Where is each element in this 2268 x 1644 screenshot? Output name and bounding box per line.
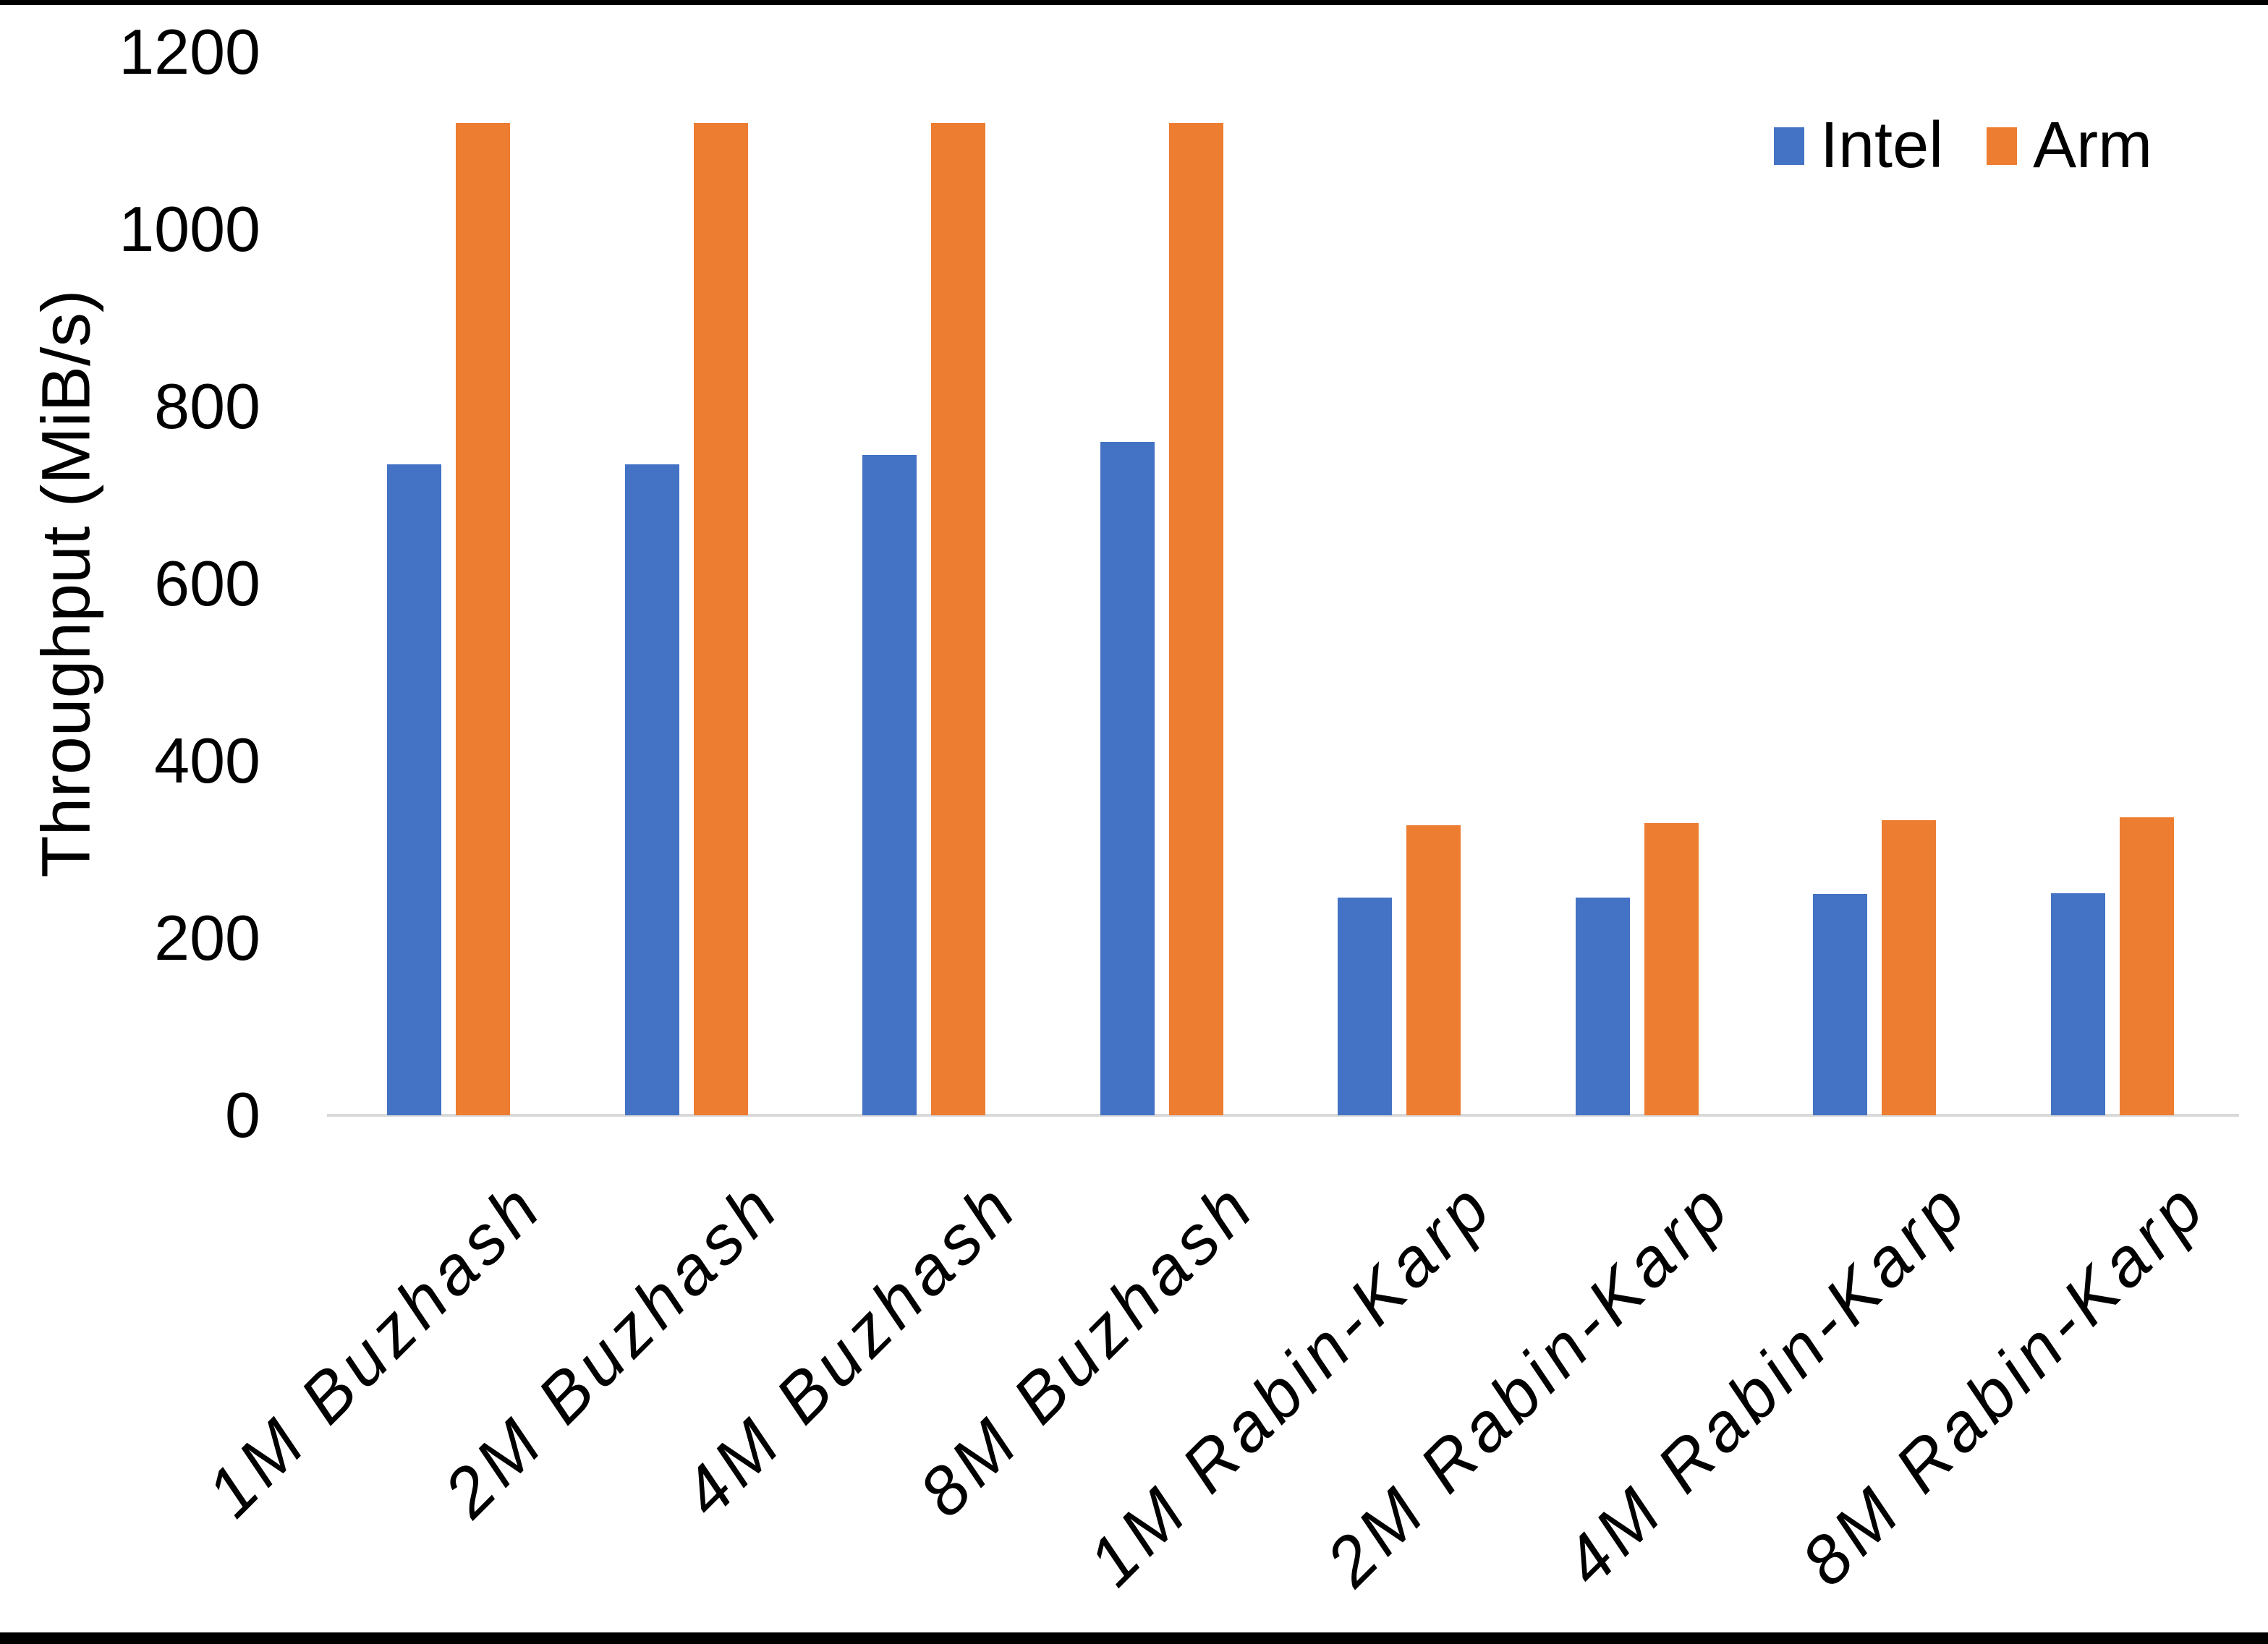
bar-arm-8m-rabin-karp xyxy=(2119,817,2174,1115)
bar-intel-8m-rabin-karp xyxy=(2050,893,2105,1115)
bar-arm-2m-rabin-karp xyxy=(1644,822,1699,1115)
legend-item-arm: Arm xyxy=(1987,108,2152,183)
bar-arm-4m-buzhash xyxy=(931,123,985,1115)
bar-intel-1m-rabin-karp xyxy=(1338,897,1392,1115)
x-tick-label: 4M Rabin-Karp xyxy=(1549,1166,1984,1601)
y-tick-label: 600 xyxy=(154,548,260,619)
bar-intel-4m-rabin-karp xyxy=(1813,893,1867,1115)
legend-label-arm: Arm xyxy=(2033,109,2153,182)
bar-arm-4m-rabin-karp xyxy=(1882,820,1936,1115)
legend-item-intel: Intel xyxy=(1774,108,1943,183)
y-tick-label: 1000 xyxy=(119,193,260,265)
page-border-top xyxy=(0,0,2268,5)
x-tick-label: 8M Rabin-Karp xyxy=(1786,1166,2222,1601)
y-tick-label: 200 xyxy=(154,902,260,974)
bar-intel-2m-buzhash xyxy=(624,464,679,1115)
y-tick-label: 800 xyxy=(154,370,260,442)
page-border-bottom xyxy=(0,1632,2268,1644)
bar-arm-1m-rabin-karp xyxy=(1406,825,1461,1115)
x-tick-label: 2M Rabin-Karp xyxy=(1311,1166,1746,1601)
x-axis-line xyxy=(327,1114,2239,1117)
x-tick-label: 1M Rabin-Karp xyxy=(1074,1166,1508,1601)
bar-intel-1m-buzhash xyxy=(387,464,441,1115)
y-tick-label: 1200 xyxy=(119,16,260,88)
bar-intel-2m-rabin-karp xyxy=(1575,897,1630,1115)
y-tick-label: 400 xyxy=(154,725,260,796)
legend-label-intel: Intel xyxy=(1820,109,1944,182)
bar-arm-1m-buzhash xyxy=(456,123,510,1115)
legend-swatch-intel xyxy=(1774,127,1804,165)
legend-swatch-arm xyxy=(1987,127,2018,165)
y-tick-label: 0 xyxy=(225,1079,260,1151)
bar-intel-8m-buzhash xyxy=(1100,442,1155,1115)
y-axis-title: Throughput (MiB/s) xyxy=(27,289,105,878)
bar-arm-8m-buzhash xyxy=(1168,123,1223,1115)
bar-intel-4m-buzhash xyxy=(862,455,917,1115)
bar-arm-2m-buzhash xyxy=(693,123,748,1115)
legend: Intel Arm xyxy=(1774,108,2152,183)
